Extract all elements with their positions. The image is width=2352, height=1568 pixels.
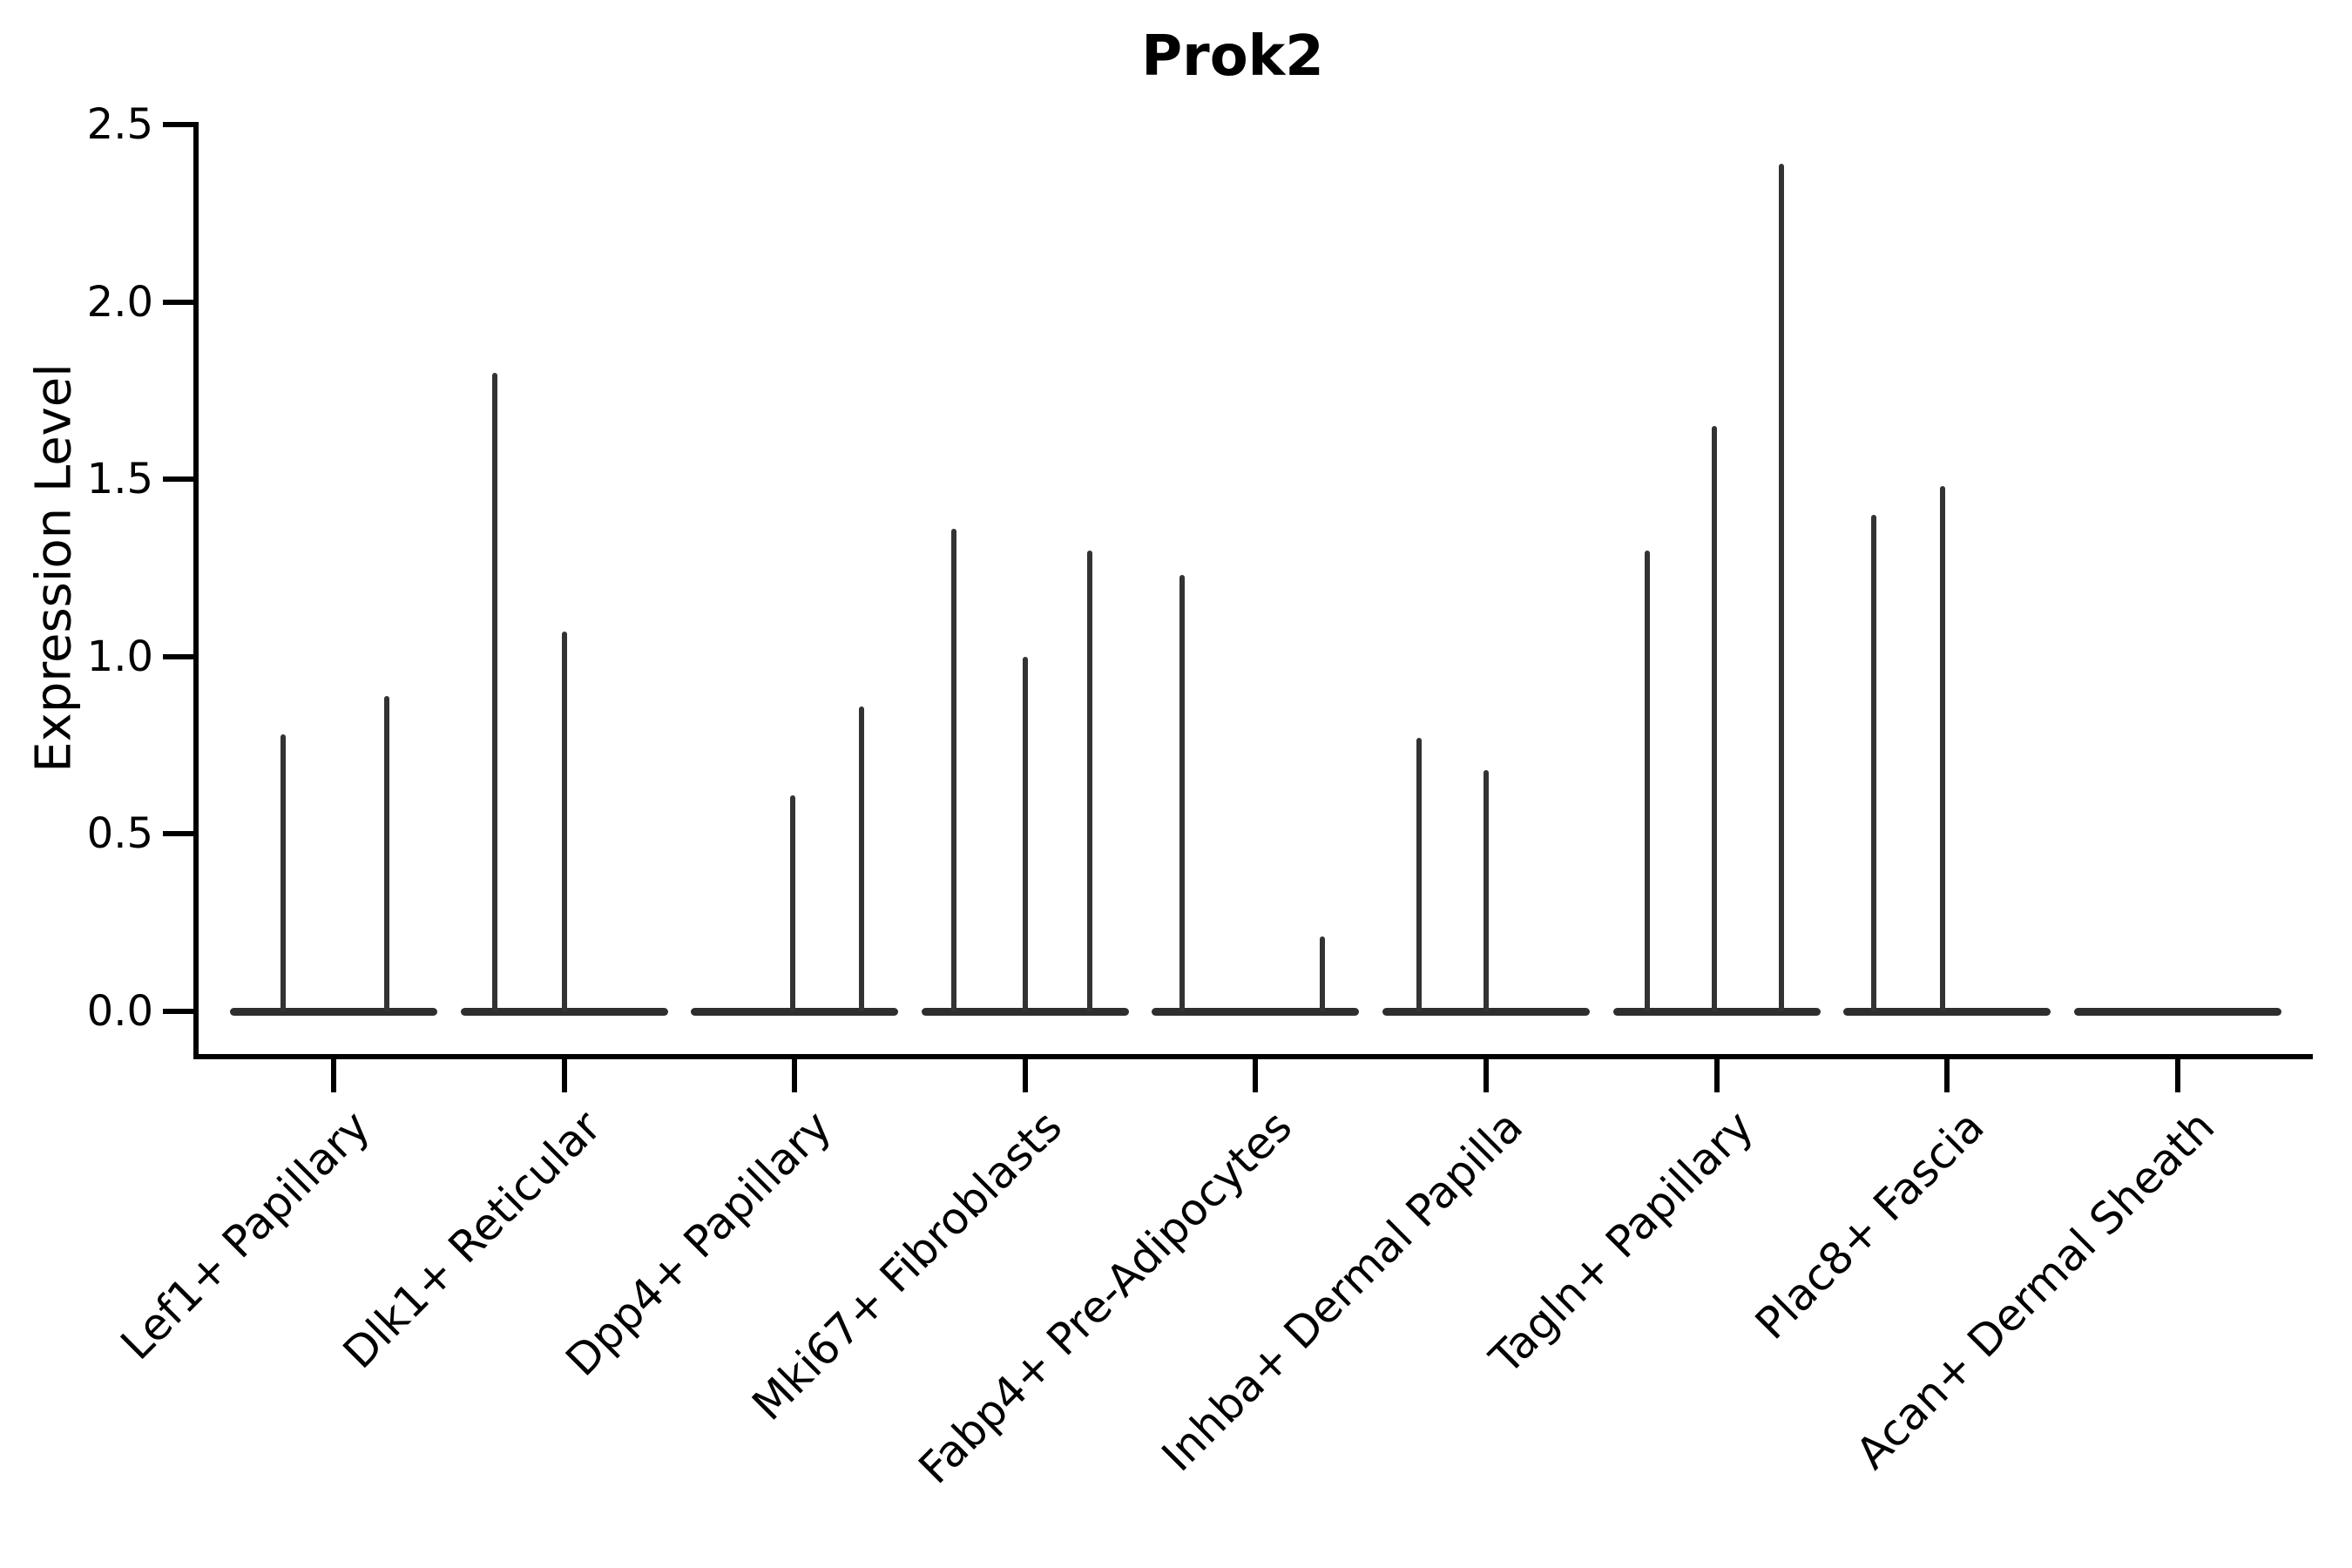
violin-spike	[1645, 550, 1651, 1011]
violin-spike	[383, 695, 389, 1011]
x-tick	[1484, 1059, 1489, 1092]
x-tick	[561, 1059, 567, 1092]
violin-spike	[858, 706, 864, 1011]
x-tick-label: Fabp4+ Pre-Adipocytes	[909, 1101, 1302, 1494]
violin-baseline	[229, 1008, 438, 1016]
y-axis-spine	[193, 122, 199, 1059]
violin-spike	[1711, 426, 1717, 1011]
y-tick-label: 2.5	[86, 100, 153, 149]
violin-baseline	[691, 1008, 899, 1016]
violin-spike	[950, 529, 956, 1011]
y-tick-label: 0.5	[86, 809, 153, 859]
violin-spike	[1484, 770, 1489, 1011]
y-tick	[163, 1009, 196, 1014]
violin-spike	[789, 794, 795, 1011]
violin-spike	[1320, 936, 1326, 1011]
x-axis-spine	[193, 1054, 2313, 1059]
violin-spike	[1086, 550, 1092, 1011]
x-tick	[1944, 1059, 1950, 1092]
x-tick-label: Lef1+ Papillary	[111, 1101, 381, 1370]
y-tick-label: 2.0	[86, 277, 153, 327]
violin-spike	[1179, 575, 1185, 1011]
violin-baseline	[1152, 1008, 1360, 1016]
x-tick	[1713, 1059, 1720, 1092]
x-tick-label: Plac8+ Fascia	[1745, 1101, 1994, 1349]
y-tick-label: 0.0	[86, 987, 153, 1036]
violin-spike	[1022, 656, 1028, 1011]
violin-baseline	[460, 1008, 668, 1016]
y-tick	[163, 653, 196, 659]
violin-baseline	[1843, 1008, 2051, 1016]
x-tick	[1253, 1059, 1259, 1092]
violin-spike	[492, 373, 498, 1011]
y-tick	[163, 299, 196, 305]
x-tick	[792, 1059, 798, 1092]
violin-baseline	[921, 1008, 1129, 1016]
violin-spike	[1778, 163, 1784, 1011]
violin-spike	[280, 734, 286, 1011]
violin-baseline	[1382, 1008, 1591, 1016]
violin-baseline	[1612, 1008, 1821, 1016]
violin-spike	[1939, 486, 1945, 1011]
violin-spike	[561, 632, 567, 1011]
violin-spike	[1870, 514, 1876, 1011]
y-tick	[163, 122, 196, 127]
x-tick	[331, 1059, 336, 1092]
x-tick	[2174, 1059, 2180, 1092]
y-tick	[163, 831, 196, 837]
y-tick	[163, 476, 196, 483]
chart-title: Prok2	[1141, 24, 1324, 89]
y-tick-label: 1.5	[86, 455, 153, 504]
violin-spike	[1416, 738, 1423, 1011]
y-tick-label: 1.0	[86, 632, 153, 681]
x-tick	[1022, 1059, 1028, 1092]
violin-baseline	[2073, 1008, 2281, 1016]
